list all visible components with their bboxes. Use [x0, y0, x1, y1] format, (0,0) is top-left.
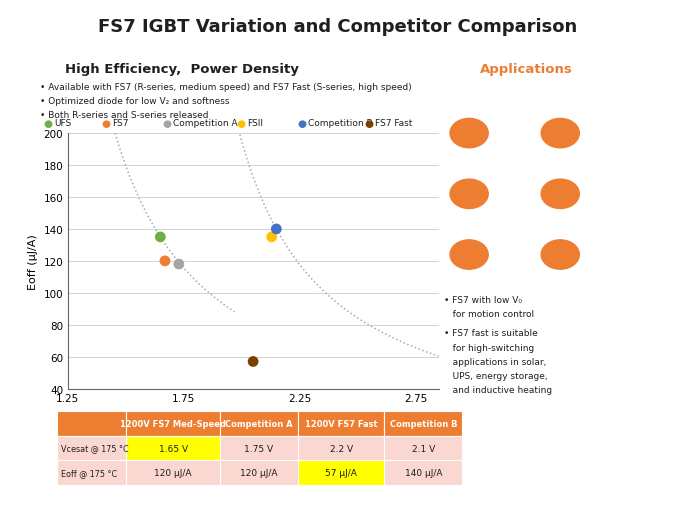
Text: Applications: Applications — [480, 63, 573, 76]
X-axis label: V$_{CE(sat)}$ (V): V$_{CE(sat)}$ (V) — [225, 409, 281, 423]
Text: High Efficiency,  Power Density: High Efficiency, Power Density — [65, 63, 299, 76]
Text: Competition B: Competition B — [389, 419, 457, 428]
Text: FSII: FSII — [247, 119, 263, 128]
Point — [159, 257, 170, 266]
Text: • FS7 with low V₀: • FS7 with low V₀ — [444, 295, 522, 305]
Text: Competition A: Competition A — [225, 419, 292, 428]
Text: for high-switching: for high-switching — [444, 343, 535, 352]
Text: • Optimized diode for low V₂ and softness: • Optimized diode for low V₂ and softnes… — [40, 97, 230, 106]
Text: 1200V FS7 Fast: 1200V FS7 Fast — [305, 419, 377, 428]
Text: ●: ● — [162, 119, 171, 129]
Text: 120 µJ/A: 120 µJ/A — [155, 468, 192, 477]
Text: • Available with FS7 (R-series, medium speed) and FS7 Fast (S-series, high speed: • Available with FS7 (R-series, medium s… — [40, 83, 412, 92]
Point — [173, 261, 184, 269]
Text: FS7 IGBT Variation and Competitor Comparison: FS7 IGBT Variation and Competitor Compar… — [98, 18, 577, 36]
Text: ●: ● — [44, 119, 53, 129]
Point — [248, 358, 259, 366]
Text: • Both R-series and S-series released: • Both R-series and S-series released — [40, 111, 209, 120]
Text: and inductive heating: and inductive heating — [444, 385, 552, 394]
Text: FS7 Fast: FS7 Fast — [375, 119, 412, 128]
Text: for motion control: for motion control — [444, 310, 535, 319]
Text: 1200V FS7 Med-Speed: 1200V FS7 Med-Speed — [120, 419, 226, 428]
Text: 140 µJ/A: 140 µJ/A — [405, 468, 442, 477]
Text: • FS7 fast is suitable: • FS7 fast is suitable — [444, 329, 538, 338]
Text: Eoff @ 175 °C: Eoff @ 175 °C — [61, 468, 117, 477]
Text: FS7: FS7 — [112, 119, 128, 128]
Text: ●: ● — [364, 119, 373, 129]
Text: UPS, energy storage,: UPS, energy storage, — [444, 371, 548, 380]
Text: ●: ● — [101, 119, 110, 129]
Text: 57 µJ/A: 57 µJ/A — [325, 468, 357, 477]
Text: ●: ● — [236, 119, 245, 129]
Point — [266, 233, 277, 241]
Y-axis label: Eoff (µJ/A): Eoff (µJ/A) — [28, 233, 38, 289]
Text: 1.75 V: 1.75 V — [244, 444, 273, 452]
Text: Competition B: Competition B — [308, 119, 373, 128]
Text: 120 µJ/A: 120 µJ/A — [240, 468, 277, 477]
Text: 2.2 V: 2.2 V — [329, 444, 352, 452]
Text: 2.1 V: 2.1 V — [412, 444, 435, 452]
Point — [155, 233, 166, 241]
Text: ●: ● — [297, 119, 306, 129]
Point — [271, 225, 281, 233]
Text: applications in solar,: applications in solar, — [444, 357, 547, 366]
Text: UFS: UFS — [55, 119, 72, 128]
Text: 1.65 V: 1.65 V — [159, 444, 188, 452]
Text: Vcesat @ 175 °C: Vcesat @ 175 °C — [61, 444, 128, 452]
Text: Competition A: Competition A — [173, 119, 238, 128]
